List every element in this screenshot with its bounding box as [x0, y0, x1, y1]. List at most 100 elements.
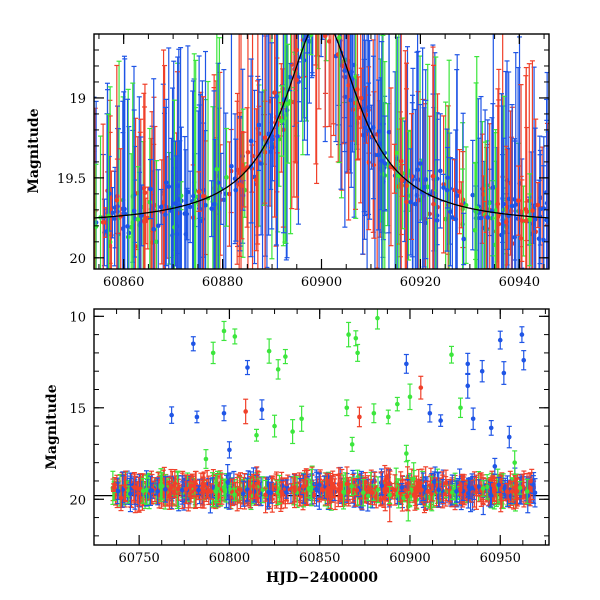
top-data-point [227, 191, 232, 197]
top-data-point [154, 239, 159, 245]
top-data-point [294, 47, 299, 53]
top-data-point [438, 168, 443, 174]
top-data-point [262, 135, 268, 140]
top-data-point [310, 12, 315, 17]
top-data-point [147, 199, 153, 205]
top-data-point [393, 150, 399, 156]
top-y-axis-label: Magnitude [26, 108, 42, 193]
top-data-point [256, 122, 262, 128]
bottom-data-point [419, 487, 424, 493]
top-data-point [425, 184, 431, 190]
top-data-point [237, 182, 242, 187]
top-data-point [142, 219, 147, 225]
top-data-point [336, 35, 342, 40]
top-data-point [314, 10, 319, 15]
top-data-point [305, 28, 310, 33]
top-data-point [509, 203, 515, 209]
top-data-point [544, 217, 549, 223]
top-data-point [415, 167, 420, 173]
top-data-point [430, 173, 436, 179]
top-data-point [174, 231, 180, 237]
top-data-point [516, 198, 521, 203]
top-data-point [336, 29, 341, 34]
top-data-point [323, 0, 328, 3]
top-data-point [366, 160, 371, 165]
bottom-data-point [155, 489, 160, 494]
top-data-point [457, 189, 462, 194]
top-data-point [379, 158, 385, 164]
top-data-point [158, 204, 164, 210]
top-data-point [112, 205, 118, 210]
top-x-tick-label: 60900 [301, 275, 342, 290]
top-data-point [470, 192, 476, 198]
top-data-point [270, 136, 275, 142]
top-x-tick-label: 60860 [103, 275, 144, 290]
top-data-point [191, 193, 196, 199]
top-data-point [287, 74, 293, 80]
top-data-point [196, 189, 202, 194]
top-data-point [535, 202, 541, 208]
top-data-point [331, 14, 336, 19]
top-data-point [151, 226, 157, 232]
top-data-point [322, 34, 328, 39]
top-data-point [125, 224, 130, 229]
top-data-point [408, 199, 414, 205]
top-model-curve [94, 34, 549, 219]
top-data-point [509, 208, 514, 214]
top-data-point [323, 16, 328, 21]
top-x-tick-label: 60920 [400, 275, 441, 290]
top-data-point [310, 1, 315, 6]
top-data-point [329, 19, 334, 24]
top-data-point [421, 185, 427, 190]
top-data-point [478, 215, 484, 221]
bottom-data-point [365, 493, 371, 499]
top-data-point [314, 24, 319, 29]
top-data-point [279, 118, 284, 124]
top-data-point [315, 0, 320, 2]
top-data-point [316, 0, 321, 1]
top-data-point [268, 149, 273, 155]
top-data-point [309, 25, 314, 30]
bottom-data-point [279, 483, 285, 489]
top-data-point [519, 218, 525, 223]
top-data-point [209, 206, 214, 211]
top-data-point [161, 200, 166, 205]
top-data-point [319, 11, 324, 16]
top-data-point [371, 125, 376, 130]
top-data-point [187, 204, 193, 210]
top-data-point [499, 232, 504, 238]
top-data-point [512, 235, 518, 240]
top-data-point [461, 236, 466, 242]
top-data-point [198, 218, 203, 224]
top-data-point [523, 206, 529, 212]
top-data-point [331, 7, 336, 12]
top-data-point [493, 208, 498, 213]
top-data-point [496, 221, 502, 227]
bottom-data-point [409, 487, 415, 492]
top-data-point [376, 152, 381, 158]
top-data-point [184, 211, 190, 217]
top-panel: 60860 60880 60900 60920 60940 19 19.5 20 Magnit… [26, 0, 550, 290]
top-data-point [530, 208, 535, 213]
top-x-tick-label: 60940 [499, 275, 540, 290]
bottom-data-point [425, 489, 431, 494]
top-data-point [272, 90, 277, 95]
top-data-point [314, 29, 319, 34]
top-data-point [536, 236, 542, 242]
top-axis-ticks: 60860 60880 60900 60920 60940 19 19.5 20 [57, 33, 549, 290]
top-data-point [532, 216, 538, 222]
top-data-point [224, 175, 229, 180]
top-data-point [120, 226, 126, 231]
top-data-point [214, 166, 220, 172]
top-data-point [398, 158, 404, 164]
top-data-point [211, 202, 217, 207]
top-data-point [110, 210, 115, 216]
top-data-point [221, 197, 227, 203]
bottom-data-point [381, 495, 387, 501]
top-y-tick-label: 19 [69, 92, 86, 107]
top-data-point [308, 34, 314, 38]
bottom-data-points [110, 309, 538, 523]
top-data-point [285, 101, 291, 107]
